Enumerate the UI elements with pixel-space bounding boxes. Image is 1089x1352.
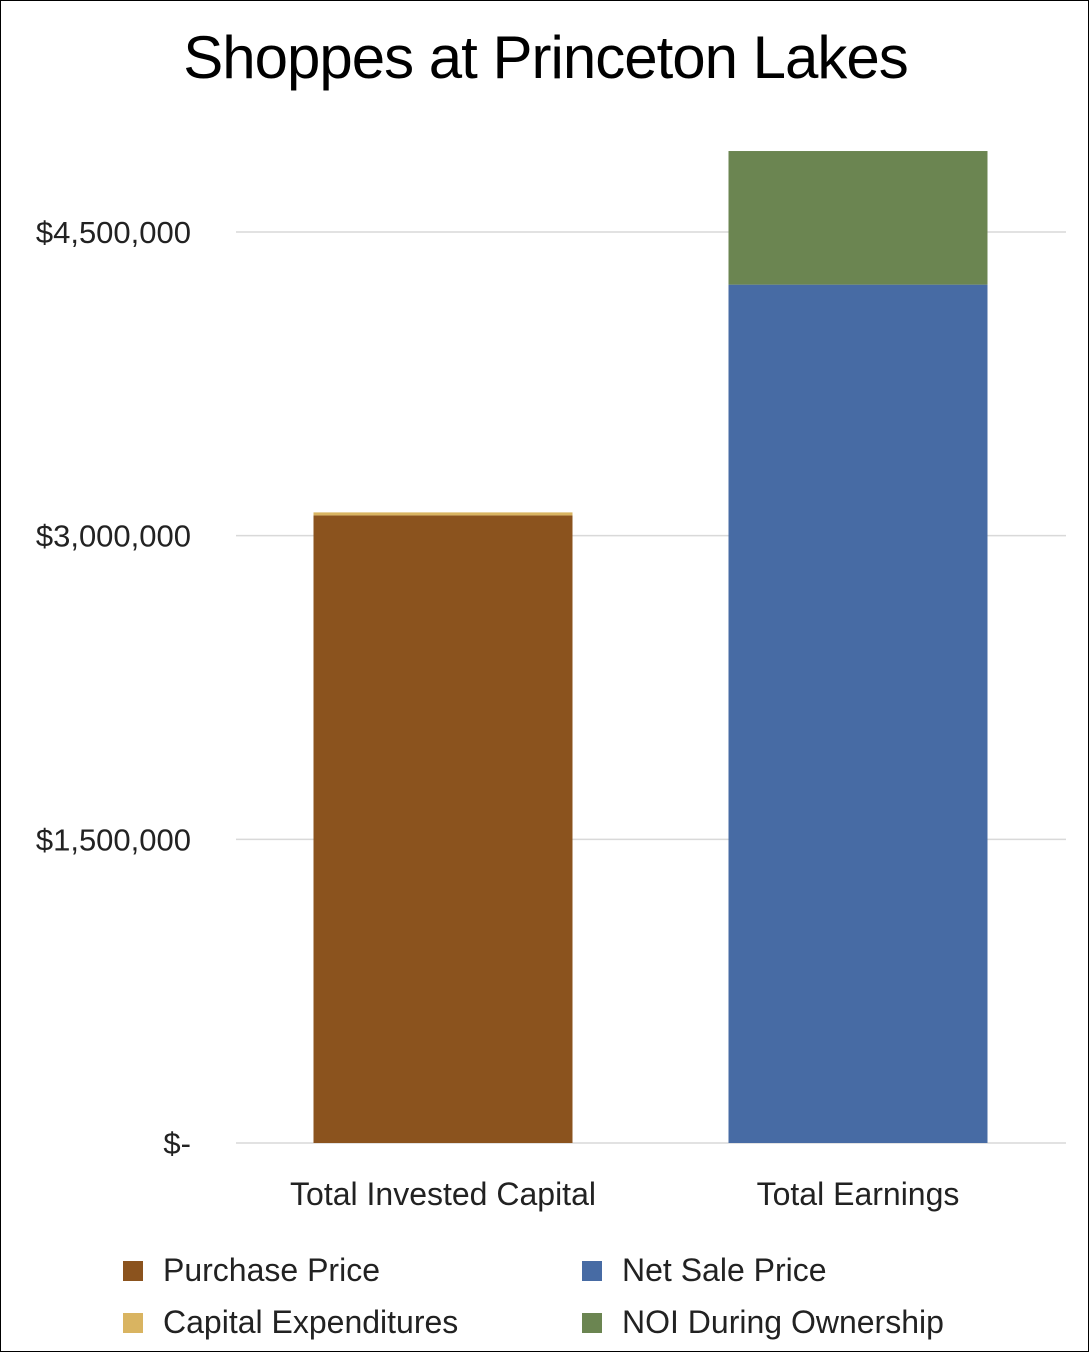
bar-segment-capital-expenditures bbox=[313, 512, 573, 516]
legend-item-capital-expenditures: Capital Expenditures bbox=[123, 1304, 458, 1341]
legend-item-noi-during-ownership: NOI During Ownership bbox=[582, 1304, 944, 1341]
legend-item-purchase-price: Purchase Price bbox=[123, 1252, 380, 1289]
x-category-label: Total Invested Capital bbox=[290, 1176, 596, 1212]
legend-label-purchase-price: Purchase Price bbox=[163, 1252, 380, 1288]
bar-segment-purchase-price bbox=[313, 515, 573, 1143]
legend-swatch-net-sale-price bbox=[582, 1260, 602, 1281]
y-tick-label: $3,000,000 bbox=[36, 519, 191, 554]
bar-segment-net-sale-price bbox=[728, 284, 988, 1143]
y-tick-label: $4,500,000 bbox=[36, 215, 191, 250]
legend-label-noi-during-ownership: NOI During Ownership bbox=[622, 1304, 944, 1340]
x-category-label: Total Earnings bbox=[757, 1176, 960, 1212]
legend-label-net-sale-price: Net Sale Price bbox=[622, 1252, 827, 1288]
legend-swatch-capital-expenditures bbox=[123, 1312, 143, 1333]
y-tick-label: $1,500,000 bbox=[36, 822, 191, 857]
legend-label-capital-expenditures: Capital Expenditures bbox=[163, 1304, 459, 1340]
y-tick-label: $- bbox=[163, 1126, 191, 1161]
chart-title: Shoppes at Princeton Lakes bbox=[183, 24, 909, 91]
bar-segment-noi-during-ownership bbox=[728, 151, 988, 285]
legend-item-net-sale-price: Net Sale Price bbox=[582, 1252, 827, 1289]
legend-swatch-noi-during-ownership bbox=[582, 1312, 602, 1333]
legend-swatch-purchase-price bbox=[123, 1260, 143, 1281]
